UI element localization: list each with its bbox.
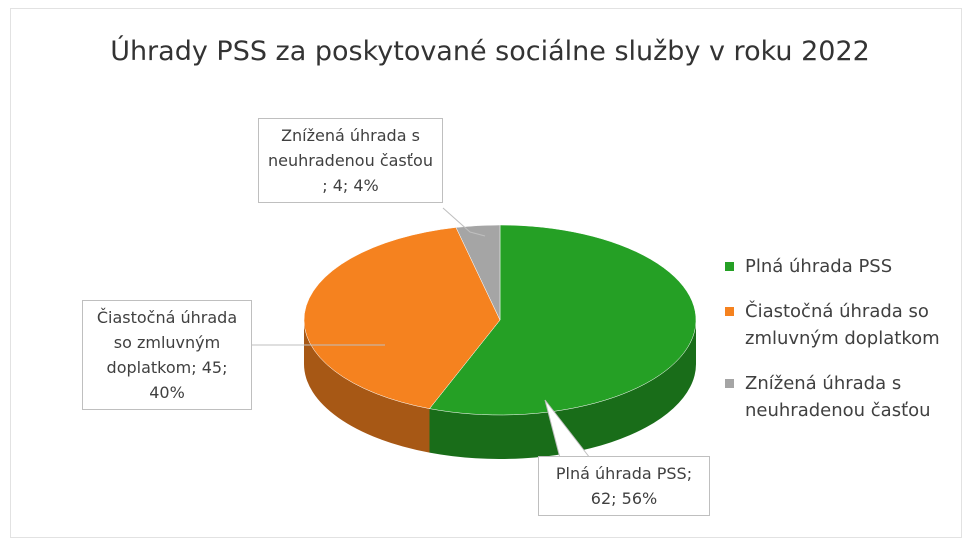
leader-callout xyxy=(544,399,591,459)
data-label: Čiastočná úhrada so zmluvným doplatkom; … xyxy=(82,300,252,410)
legend-swatch xyxy=(725,307,734,316)
slice-side xyxy=(429,320,696,459)
legend-label: Čiastočná úhrada so zmluvným doplatkom xyxy=(745,301,940,349)
data-label: Znížená úhrada s neuhradenou časťou ; 4;… xyxy=(258,118,443,203)
leader-line xyxy=(442,207,486,237)
legend-label: Plná úhrada PSS xyxy=(745,256,893,277)
chart-frame xyxy=(10,8,962,538)
slice xyxy=(455,224,501,321)
data-label: Plná úhrada PSS; 62; 56% xyxy=(538,456,710,516)
legend-label: Znížená úhrada s neuhradenou časťou xyxy=(745,373,931,421)
slice xyxy=(303,227,501,409)
legend-swatch xyxy=(725,262,734,271)
chart-title: Úhrady PSS za poskytované sociálne služb… xyxy=(110,36,870,67)
legend-swatch xyxy=(725,379,734,388)
slice-side xyxy=(304,320,430,453)
slice xyxy=(429,224,697,416)
